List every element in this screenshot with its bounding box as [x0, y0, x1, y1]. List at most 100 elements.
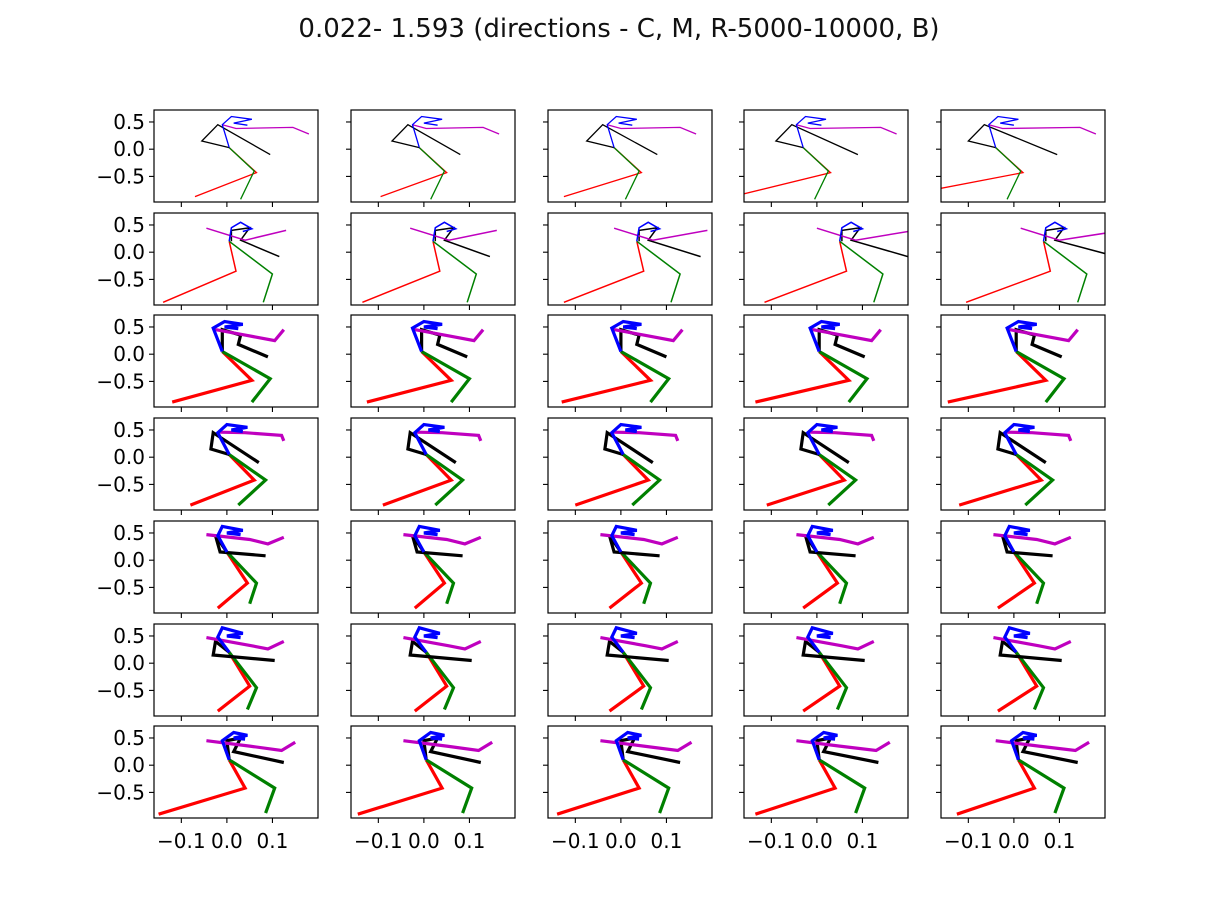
series-line-black — [434, 226, 491, 258]
y-tick-label: 0.0 — [113, 651, 145, 675]
series-line-blue — [609, 422, 642, 456]
y-tick-label: 0.5 — [113, 418, 145, 442]
series-line-blue — [1042, 221, 1069, 242]
y-tick-label: 0.0 — [113, 342, 145, 366]
subplot-r4-c1: 0.5 0.0 −0.5 — [96, 417, 319, 515]
axes-frame — [547, 623, 713, 717]
series-line-blue — [211, 319, 244, 353]
series-line-magenta — [222, 124, 310, 135]
series-line-green — [228, 453, 269, 507]
subplot-r6-c5 — [936, 623, 1106, 721]
subplot-r7-c5: −0.1 0.0 0.1 — [936, 725, 1106, 853]
axes-frame — [547, 725, 713, 819]
series-line-magenta — [796, 533, 875, 546]
series-line-green — [225, 550, 259, 605]
series-line-green — [425, 758, 474, 814]
series-line-green — [839, 240, 884, 303]
series-line-green — [636, 240, 681, 303]
y-tick-label: 0.5 — [113, 213, 145, 237]
series-line-magenta — [796, 739, 891, 753]
series-line-blue — [412, 422, 445, 456]
axes-frame — [940, 314, 1106, 408]
series-line-green — [818, 453, 859, 507]
series-line-red — [171, 350, 256, 404]
series-line-black — [211, 638, 275, 663]
subplot-r5-c4 — [739, 520, 909, 618]
series-line-magenta — [206, 739, 297, 753]
x-tick-label: 0.1 — [847, 829, 879, 853]
series-line-red — [766, 453, 848, 507]
y-tick-label: 0.0 — [113, 753, 145, 777]
x-tick-label: −0.1 — [157, 829, 206, 853]
series-line-green — [619, 550, 653, 605]
subplot-r7-c3: −0.1 0.0 0.1 — [543, 725, 713, 853]
series-line-green — [1043, 240, 1088, 303]
axes-frame — [547, 212, 713, 306]
subplot-r1-c2 — [346, 109, 516, 207]
series-line-black — [209, 429, 260, 464]
subplot-r3-c1: 0.5 0.0 −0.5 — [96, 314, 319, 412]
series-line-magenta — [206, 636, 285, 651]
series-line-blue — [1009, 730, 1038, 761]
series-line-red — [755, 350, 853, 404]
x-tick-label: −0.1 — [354, 829, 403, 853]
x-tick-label: 0.0 — [998, 829, 1030, 853]
series-line-red — [802, 651, 842, 713]
axes-frame — [743, 212, 909, 306]
series-line-blue — [432, 221, 458, 242]
series-line-black — [996, 429, 1047, 464]
series-line-red — [357, 759, 445, 816]
x-tick-label: −0.1 — [551, 829, 600, 853]
y-tick-label: −0.5 — [96, 369, 145, 393]
series-line-magenta — [403, 533, 482, 546]
series-line-magenta — [611, 327, 684, 343]
series-line-red — [608, 651, 646, 713]
series-line-blue — [988, 115, 1019, 148]
subplot-r5-c1: 0.5 0.0 −0.5 — [96, 520, 319, 618]
axes-frame — [940, 212, 1106, 306]
axes-frame — [547, 314, 713, 408]
subplot-r2-c1: 0.5 0.0 −0.5 — [96, 212, 319, 310]
axes-frame — [743, 314, 909, 408]
series-line-magenta — [600, 533, 679, 546]
axes-frame — [940, 623, 1106, 717]
series-line-black — [200, 123, 271, 156]
series-line-red — [556, 759, 642, 816]
axes-frame — [153, 417, 319, 511]
y-tick-label: 0.0 — [113, 240, 145, 264]
axes-frame — [547, 417, 713, 511]
axes-frame — [743, 417, 909, 511]
series-line-green — [818, 758, 867, 814]
series-line-magenta — [412, 124, 500, 135]
series-line-green — [227, 651, 259, 711]
series-line-blue — [636, 221, 662, 242]
series-line-blue — [221, 115, 253, 148]
series-line-green — [621, 651, 653, 711]
subplot-r1-c4 — [739, 109, 909, 207]
axes-frame — [350, 109, 516, 203]
series-line-red — [608, 551, 644, 610]
series-line-red — [744, 147, 832, 195]
series-line-red — [366, 350, 455, 404]
series-line-magenta — [993, 636, 1072, 651]
axes-frame — [350, 623, 516, 717]
series-line-red — [362, 241, 441, 303]
series-line-blue — [810, 730, 838, 761]
series-line-black — [408, 638, 472, 663]
x-tick-label: 0.1 — [257, 829, 289, 853]
axes-frame — [940, 520, 1106, 614]
series-line-black — [603, 429, 654, 464]
series-line-magenta — [417, 430, 483, 442]
axes-frame — [547, 520, 713, 614]
series-line-black — [1045, 226, 1105, 255]
series-line-black — [406, 429, 457, 464]
subplot-r1-c3 — [543, 109, 713, 207]
series-line-green — [622, 758, 671, 814]
series-line-green — [622, 453, 663, 507]
axes-frame — [350, 520, 516, 614]
series-line-green — [424, 651, 456, 711]
subplot-r2-c3 — [543, 212, 713, 310]
series-line-green — [815, 550, 849, 605]
subplot-r3-c4 — [739, 314, 909, 412]
series-line-red — [413, 651, 449, 713]
